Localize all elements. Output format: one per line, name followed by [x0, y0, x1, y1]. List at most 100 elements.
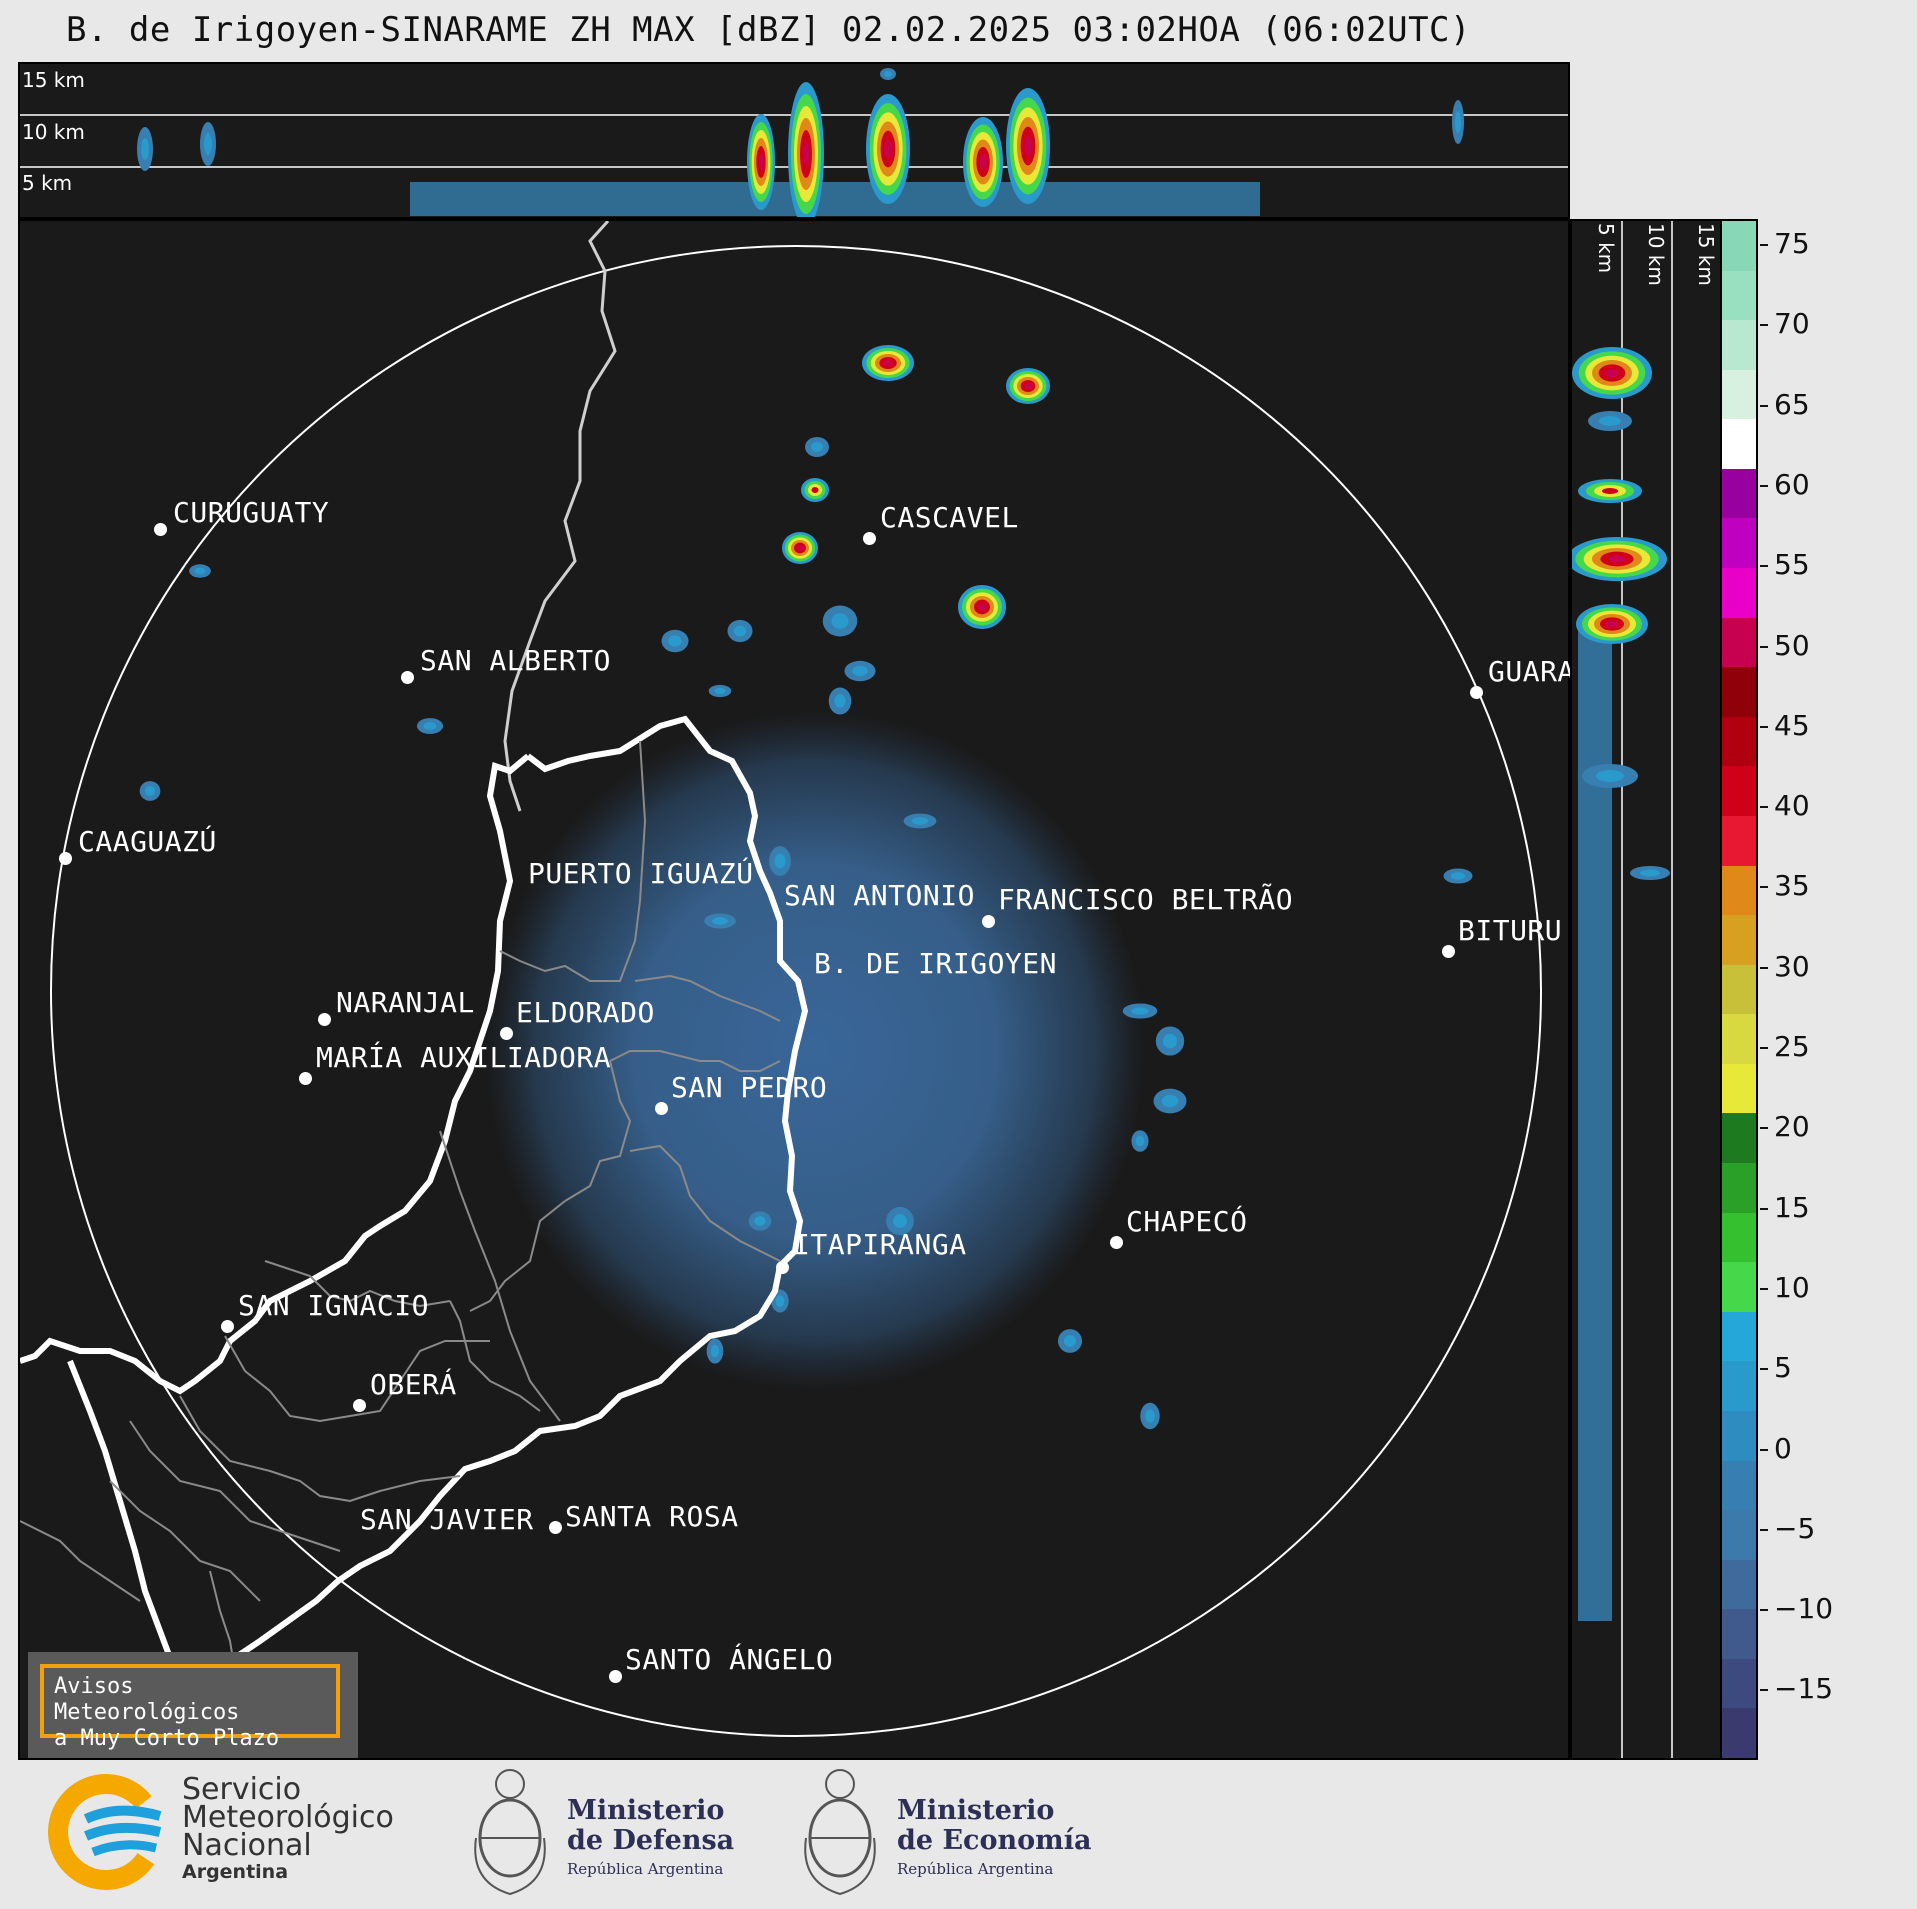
colorbar-segment [1722, 1708, 1756, 1758]
colorbar-tick [1760, 1208, 1768, 1210]
border-paraguay-brazil [505, 221, 615, 811]
city-dot-guara [1470, 686, 1483, 699]
colorbar-segment [1722, 369, 1756, 419]
echo-cell [195, 568, 206, 575]
city-label-santo-angelo: SANTO ÁNGELO [625, 1643, 833, 1676]
colorbar-tick-label: −5 [1774, 1512, 1815, 1545]
colorbar [1720, 219, 1758, 1760]
side-cross-section-graphic [1572, 221, 1720, 1758]
top-cross-section-graphic [20, 64, 1568, 217]
echo-cell [1131, 1007, 1148, 1015]
colorbar-segment [1722, 1510, 1756, 1560]
city-dot-chapeco [1110, 1236, 1123, 1249]
colorbar-tick-label: 5 [1774, 1351, 1792, 1384]
smn-logo-text: Servicio Meteorológico Nacional Argentin… [182, 1776, 394, 1884]
colorbar-tick [1760, 1529, 1768, 1531]
colorbar-segment [1722, 617, 1756, 667]
echo-cell [980, 155, 987, 170]
radar-map-panel[interactable]: CURUGUATY SAN ALBERTO CAAGUAZÚ PUERTO IG… [18, 219, 1570, 1760]
colorbar-tick-label: 25 [1774, 1030, 1810, 1063]
colorbar-tick [1760, 1127, 1768, 1129]
echo-cell [1064, 1335, 1076, 1347]
city-dot-caaguazu [59, 852, 72, 865]
city-dot-cascavel [863, 532, 876, 545]
echo-cell [668, 635, 682, 646]
colorbar-segment [1722, 518, 1756, 568]
economia-logo-subtitle: República Argentina [897, 1860, 1053, 1878]
echo-cell [754, 1216, 765, 1226]
colorbar-tick-label: 30 [1774, 950, 1810, 983]
colorbar-segment [1722, 1262, 1756, 1312]
city-label-caaguazu: CAAGUAZÚ [78, 825, 217, 858]
colorbar-tick-label: 70 [1774, 307, 1810, 340]
colorbar-tick-label: 55 [1774, 548, 1810, 581]
city-label-cascavel: CASCAVEL [880, 501, 1019, 534]
city-label-eldorado: ELDORADO [516, 996, 655, 1029]
colorbar-segment [1722, 1163, 1756, 1213]
echo-cell [1609, 555, 1626, 562]
echo-cell [811, 442, 823, 452]
echo-base [410, 182, 1260, 216]
colorbar-tick-label: −15 [1774, 1672, 1833, 1705]
colorbar-segment [1722, 667, 1756, 717]
city-label-curuguaty: CURUGUATY [173, 496, 329, 529]
echo-cell [775, 854, 786, 869]
city-label-chapeco: CHAPECÓ [1126, 1205, 1248, 1238]
city-dot-curuguaty [154, 523, 167, 536]
echo-cell [1640, 870, 1660, 877]
colorbar-tick [1760, 324, 1768, 326]
colorbar-tick [1760, 1609, 1768, 1611]
argentina-coat-of-arms-icon [470, 1762, 550, 1902]
echo-cell [1163, 1034, 1177, 1049]
echo-cell [1136, 1136, 1145, 1147]
colorbar-tick-label: 35 [1774, 869, 1810, 902]
colorbar-tick [1760, 886, 1768, 888]
city-label-san-javier: SAN JAVIER [360, 1503, 534, 1536]
colorbar-segment [1722, 1113, 1756, 1163]
echo-cell [1599, 416, 1621, 426]
defensa-logo-text: Ministerio de Defensa [567, 1796, 734, 1856]
echo-cell [1606, 621, 1618, 628]
warning-link[interactable]: Avisos Meteorológicos a Muy Corto Plazo [40, 1664, 340, 1738]
echo-cell [423, 722, 436, 730]
city-dot-bituru [1442, 945, 1455, 958]
colorbar-tick-label: 50 [1774, 629, 1810, 662]
city-label-obera: OBERÁ [370, 1368, 457, 1401]
colorbar-tick-label: 15 [1774, 1191, 1810, 1224]
city-dot-santa-rosa [549, 1521, 562, 1534]
echo-cell [204, 133, 212, 155]
colorbar-tick [1760, 1288, 1768, 1290]
side-height-label-15: 15 km [1694, 223, 1718, 286]
echo-cell [893, 1214, 907, 1228]
colorbar-tick-label: 65 [1774, 388, 1810, 421]
colorbar-tick [1760, 1047, 1768, 1049]
colorbar-segment [1722, 766, 1756, 816]
side-height-label-5: 5 km [1594, 223, 1618, 273]
echo-cell [1162, 1095, 1179, 1107]
city-dot-san-alberto [401, 671, 414, 684]
radar-map-graphic [20, 221, 1568, 1758]
colorbar-tick [1760, 806, 1768, 808]
echo-cell [852, 666, 868, 676]
echo-cell [1024, 383, 1031, 389]
city-label-b-de-irigoyen: B. DE IRIGOYEN [814, 947, 1057, 980]
city-dot-eldorado [500, 1027, 513, 1040]
echo-cell [884, 140, 891, 158]
colorbar-tick [1760, 1368, 1768, 1370]
economia-logo-text: Ministerio de Economía [897, 1796, 1091, 1856]
city-label-puerto-iguazu: PUERTO IGUAZÚ [528, 857, 754, 890]
warning-box[interactable]: Avisos Meteorológicos a Muy Corto Plazo [28, 1652, 358, 1758]
echo-cell [978, 603, 986, 610]
echo-cell [1451, 872, 1466, 880]
colorbar-tick-label: 10 [1774, 1271, 1810, 1304]
city-dot-naranjal [318, 1013, 331, 1026]
colorbar-tick-label: 60 [1774, 468, 1810, 501]
colorbar-segment [1722, 320, 1756, 370]
colorbar-tick [1760, 1449, 1768, 1451]
warning-line-2: a Muy Corto Plazo [54, 1726, 326, 1752]
echo-cell [912, 817, 928, 824]
city-dot-san-pedro [655, 1102, 668, 1115]
city-dot-obera [353, 1399, 366, 1412]
defensa-logo-subtitle: República Argentina [567, 1860, 723, 1878]
colorbar-segment [1722, 1410, 1756, 1460]
